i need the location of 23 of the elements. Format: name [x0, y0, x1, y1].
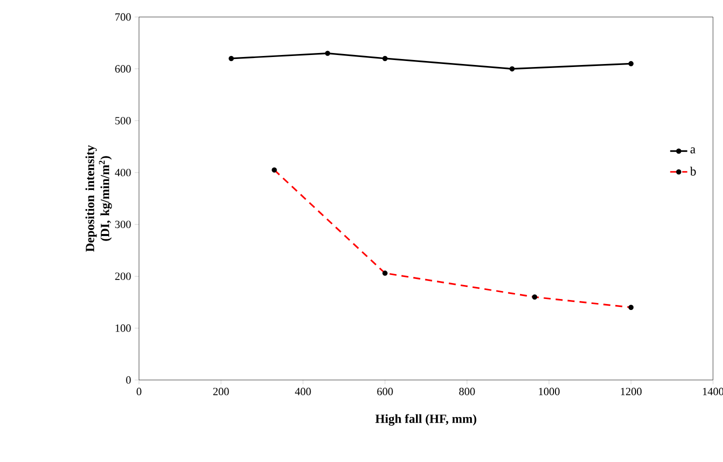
point [228, 56, 234, 62]
x-axis-title: High fall (HF, mm) [375, 414, 476, 426]
x-tick-label: 800 [459, 388, 475, 396]
y-tick-label: 100 [116, 324, 131, 332]
y-tick-label: 700 [115, 13, 131, 21]
x-tick-label: 1200 [620, 388, 642, 396]
y-tick-label: 300 [115, 220, 131, 228]
y-tick-label: 500 [115, 117, 131, 124]
x-tick-label: 400 [294, 388, 311, 396]
x-tick-label: 600 [377, 388, 393, 396]
y-tick-label: 0 [126, 376, 131, 384]
y-tick-label: 600 [115, 65, 131, 73]
point [382, 56, 388, 62]
x-tick-label: 1000 [538, 388, 560, 396]
x-tick-label: 0 [136, 388, 142, 396]
legend-label: b [690, 166, 696, 176]
y-tick-label: 200 [115, 272, 131, 280]
y-tick-label: 400 [114, 168, 131, 176]
x-tick-label: 200 [213, 388, 229, 396]
point [325, 50, 330, 56]
point [509, 66, 515, 72]
point [628, 61, 634, 66]
legend-label: a [690, 147, 696, 154]
